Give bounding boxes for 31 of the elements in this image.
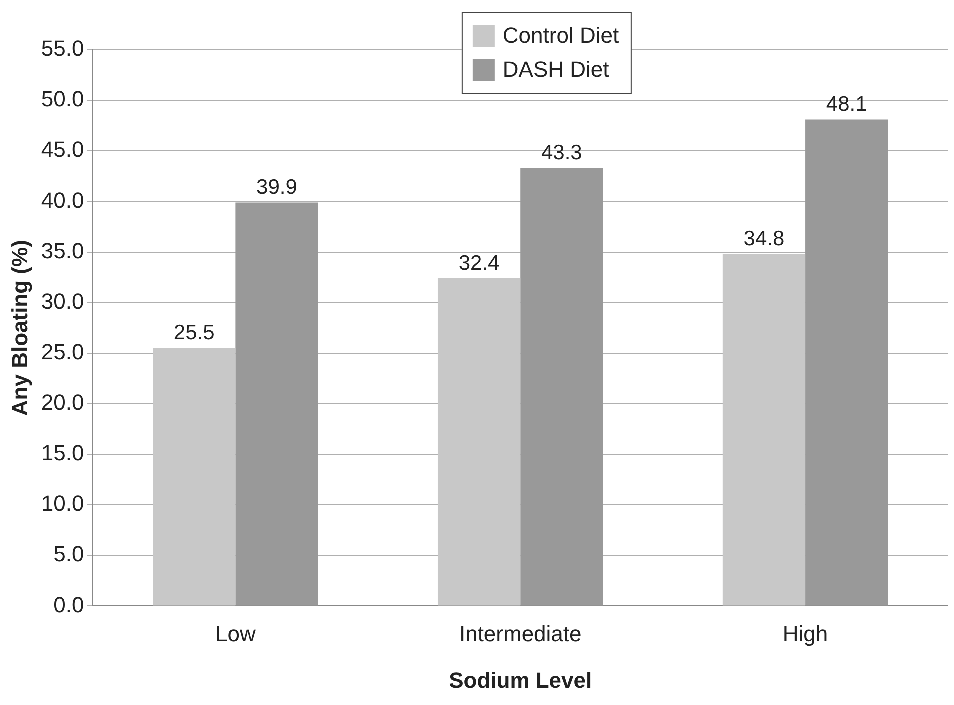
- bar: [236, 202, 318, 606]
- x-tick-label: Low: [216, 621, 256, 646]
- legend-label: DASH Diet: [502, 57, 610, 83]
- bar: [806, 120, 888, 606]
- legend-label: Control Diet: [502, 23, 620, 49]
- data-label: 48.1: [826, 93, 868, 116]
- y-axis-title: Any Bloating (%): [7, 240, 32, 416]
- y-tick-label: 10.0: [41, 491, 84, 516]
- y-tick-label: 50.0: [41, 86, 84, 112]
- x-tick-label: High: [782, 621, 828, 646]
- y-tick-label: 25.0: [41, 339, 84, 364]
- y-tick-label: 35.0: [41, 238, 84, 264]
- bar: [438, 278, 521, 606]
- bar: [520, 168, 604, 606]
- x-axis-title: Sodium Level: [449, 668, 592, 693]
- y-tick-label: 0.0: [54, 592, 84, 618]
- y-tick-label: 45.0: [41, 137, 84, 162]
- y-tick-label: 20.0: [41, 390, 84, 416]
- bar: [722, 254, 806, 606]
- bar: [153, 348, 236, 606]
- y-tick-label: 55.0: [41, 36, 84, 62]
- data-label: 34.8: [744, 228, 785, 251]
- y-tick-label: 30.0: [41, 288, 84, 314]
- data-label: 39.9: [256, 176, 298, 199]
- data-label: 32.4: [458, 252, 500, 275]
- data-label: 43.3: [541, 142, 582, 165]
- y-tick-label: 15.0: [41, 440, 84, 466]
- y-tick-label: 40.0: [41, 188, 84, 213]
- data-label: 25.5: [174, 322, 215, 345]
- x-tick-label: Intermediate: [459, 621, 582, 646]
- y-tick-label: 5.0: [54, 542, 84, 567]
